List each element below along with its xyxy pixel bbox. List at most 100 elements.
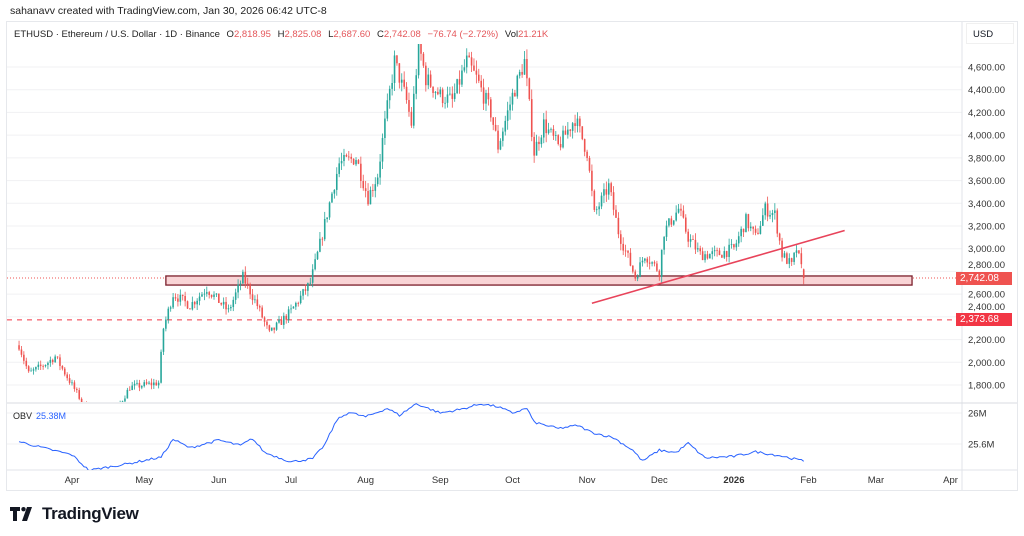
candle-body[interactable] (263, 317, 266, 322)
obv-axis[interactable]: 26M 25.6M (968, 409, 994, 451)
candle-body[interactable] (323, 218, 326, 240)
candle-body[interactable] (660, 249, 663, 277)
candle-body[interactable] (441, 89, 444, 104)
candle-body[interactable] (345, 154, 348, 157)
candle-body[interactable] (266, 321, 268, 326)
candle-body[interactable] (68, 378, 71, 383)
candle-body[interactable] (124, 398, 126, 402)
candle-body[interactable] (725, 251, 728, 257)
candle-body[interactable] (177, 298, 179, 302)
candle-body[interactable] (516, 75, 519, 97)
candle-body[interactable] (793, 252, 795, 262)
candle-body[interactable] (632, 265, 634, 272)
candle-body[interactable] (701, 251, 704, 261)
candle-body[interactable] (357, 160, 360, 164)
candle-body[interactable] (181, 294, 184, 296)
candle-body[interactable] (59, 357, 61, 366)
candle-body[interactable] (49, 359, 52, 363)
obv-legend[interactable]: OBV 25.38M (13, 411, 66, 421)
candle-body[interactable] (706, 254, 709, 259)
candle-body[interactable] (579, 118, 581, 127)
candle-body[interactable] (27, 366, 30, 372)
candle-body[interactable] (350, 156, 353, 159)
candle-body[interactable] (615, 209, 617, 218)
candle-body[interactable] (465, 55, 468, 68)
candle-body[interactable] (295, 302, 297, 307)
candle-body[interactable] (95, 410, 97, 412)
candle-body[interactable] (629, 252, 632, 266)
candle-body[interactable] (412, 93, 415, 126)
candle-body[interactable] (157, 382, 160, 386)
candle-body[interactable] (307, 283, 309, 291)
candle-body[interactable] (141, 386, 143, 388)
candle-body[interactable] (526, 59, 528, 79)
candle-body[interactable] (352, 158, 355, 165)
candle-body[interactable] (506, 110, 509, 121)
candle-body[interactable] (376, 177, 379, 185)
candle-body[interactable] (275, 322, 278, 330)
candle-body[interactable] (453, 93, 456, 99)
candle-body[interactable] (470, 57, 473, 66)
candle-body[interactable] (117, 405, 119, 407)
candle-body[interactable] (391, 82, 393, 89)
candle-body[interactable] (646, 258, 649, 263)
candle-body[interactable] (752, 226, 754, 229)
candle-body[interactable] (39, 364, 42, 366)
candle-body[interactable] (143, 382, 146, 387)
candle-body[interactable] (227, 308, 230, 310)
candle-body[interactable] (321, 238, 324, 240)
candle-body[interactable] (444, 102, 446, 104)
candle-body[interactable] (487, 92, 490, 100)
candle-body[interactable] (32, 369, 35, 371)
candle-body[interactable] (126, 389, 129, 399)
candle-body[interactable] (692, 239, 694, 240)
candle-body[interactable] (369, 189, 372, 205)
candle-body[interactable] (396, 55, 398, 64)
candle-body[interactable] (771, 212, 774, 216)
candle-body[interactable] (42, 365, 44, 367)
candle-body[interactable] (393, 55, 396, 83)
candle-body[interactable] (51, 359, 54, 363)
candle-body[interactable] (477, 74, 480, 81)
candle-body[interactable] (417, 36, 420, 76)
candle-body[interactable] (174, 297, 177, 299)
candle-body[interactable] (475, 70, 478, 75)
candle-body[interactable] (740, 228, 742, 237)
candle-body[interactable] (721, 255, 723, 258)
candle-body[interactable] (745, 214, 747, 233)
candle-body[interactable] (545, 119, 547, 134)
candle-body[interactable] (425, 65, 427, 86)
candle-body[interactable] (449, 93, 451, 95)
candle-body[interactable] (461, 70, 463, 85)
candle-body[interactable] (112, 409, 114, 410)
candle-body[interactable] (331, 193, 333, 203)
candle-body[interactable] (437, 91, 439, 95)
candle-body[interactable] (410, 111, 413, 126)
candle-body[interactable] (439, 89, 442, 95)
candle-body[interactable] (547, 129, 550, 134)
candle-body[interactable] (244, 271, 247, 284)
candle-body[interactable] (98, 409, 100, 410)
candle-body[interactable] (540, 137, 543, 145)
tradingview-logo[interactable]: TradingView (10, 504, 139, 524)
candle-body[interactable] (538, 141, 540, 145)
candle-body[interactable] (718, 250, 721, 256)
candle-body[interactable] (697, 248, 699, 250)
candle-body[interactable] (364, 188, 367, 192)
candle-body[interactable] (372, 189, 374, 191)
candle-body[interactable] (343, 154, 345, 162)
candle-body[interactable] (644, 258, 646, 261)
candle-body[interactable] (535, 141, 538, 156)
candle-body[interactable] (213, 294, 215, 297)
candle-body[interactable] (71, 382, 73, 384)
candle-body[interactable] (278, 319, 280, 323)
candle-body[interactable] (502, 131, 504, 141)
candle-body[interactable] (201, 294, 203, 297)
candle-body[interactable] (754, 228, 757, 233)
candle-body[interactable] (155, 382, 158, 386)
candle-body[interactable] (473, 65, 475, 71)
candle-body[interactable] (415, 75, 418, 94)
candle-body[interactable] (398, 63, 401, 83)
candle-body[interactable] (405, 86, 408, 101)
